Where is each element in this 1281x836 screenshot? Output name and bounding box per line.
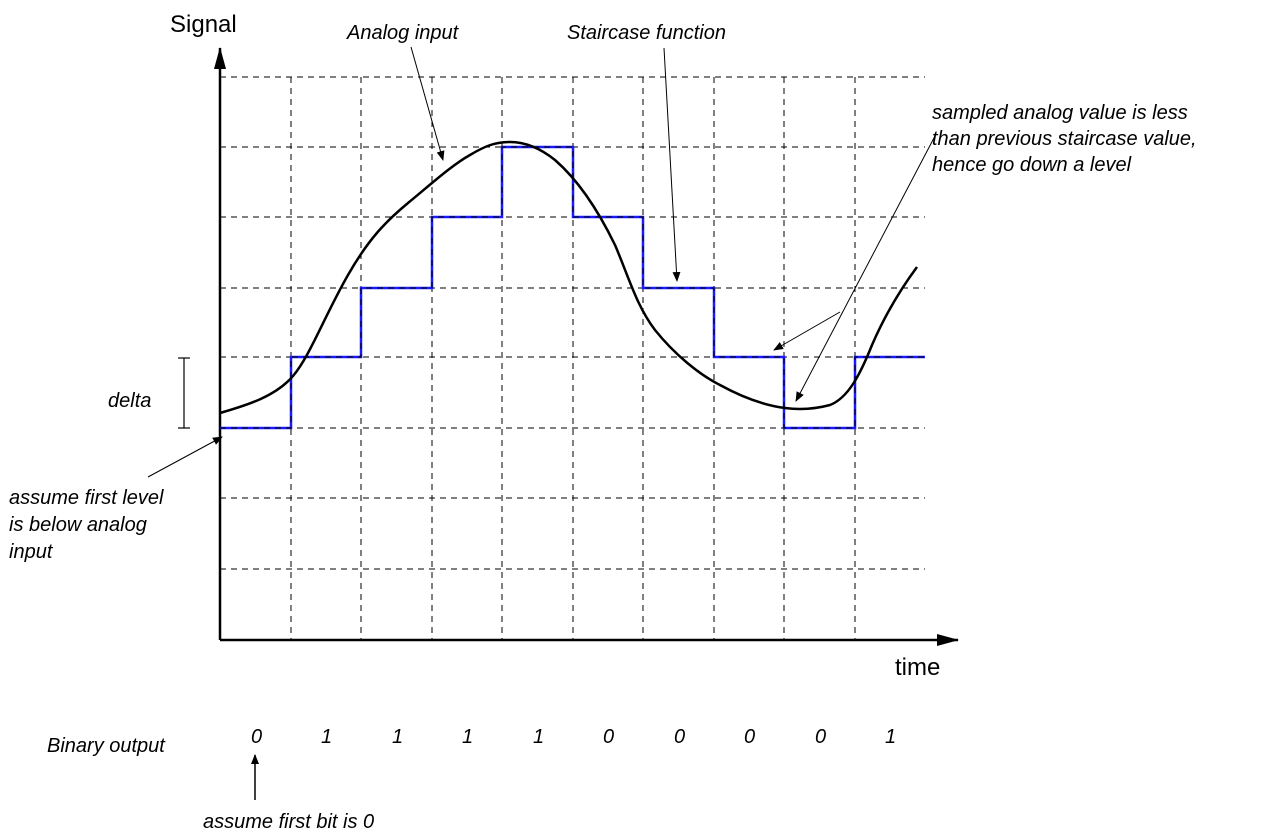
binary-bit: 0 bbox=[744, 726, 755, 748]
binary-bit: 1 bbox=[885, 726, 896, 748]
first-level-note-line-3: input bbox=[9, 541, 54, 563]
sampled-note-arrow-1 bbox=[773, 311, 841, 351]
analog-input-label: Analog input bbox=[346, 22, 460, 44]
first-level-note-line-2: is below analog bbox=[9, 514, 147, 536]
sampled-note-arrow-2 bbox=[795, 135, 936, 402]
x-axis-label: time bbox=[895, 654, 940, 681]
binary-bit: 0 bbox=[251, 726, 262, 748]
binary-bit: 0 bbox=[674, 726, 685, 748]
y-axis-label: Signal bbox=[170, 11, 237, 38]
binary-bit: 1 bbox=[392, 726, 403, 748]
first-bit-note: assume first bit is 0 bbox=[203, 811, 374, 833]
sampled-note-line-3: hence go down a level bbox=[932, 154, 1132, 176]
binary-bit: 0 bbox=[603, 726, 614, 748]
sampled-note-line-1: sampled analog value is less bbox=[932, 102, 1188, 124]
first-level-arrow bbox=[147, 436, 223, 478]
first-level-note-line-1: assume first level bbox=[9, 487, 164, 509]
binary-bit: 1 bbox=[462, 726, 473, 748]
staircase-function-arrow bbox=[663, 47, 681, 282]
binary-bit: 1 bbox=[533, 726, 544, 748]
delta-label: delta bbox=[108, 390, 151, 412]
binary-bit: 0 bbox=[815, 726, 826, 748]
sampled-note-line-2: than previous staircase value, bbox=[932, 128, 1197, 150]
delta-bracket bbox=[178, 357, 190, 429]
staircase-function-label: Staircase function bbox=[567, 22, 726, 44]
analog-input-arrow bbox=[410, 46, 445, 161]
analog-curve bbox=[219, 140, 919, 415]
staircase-dash-overlay bbox=[220, 146, 925, 429]
binary-bit: 1 bbox=[321, 726, 332, 748]
binary-output-label: Binary output bbox=[47, 735, 166, 757]
